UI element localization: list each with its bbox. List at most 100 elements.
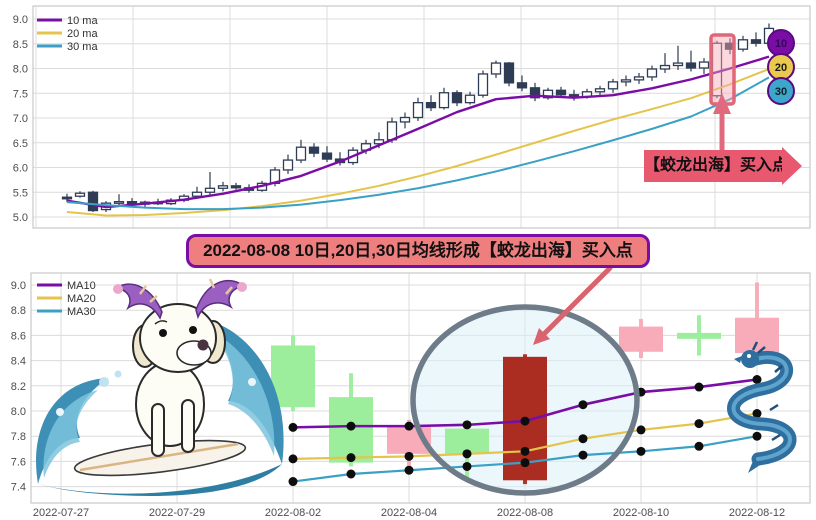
- ma-marker: [346, 453, 356, 463]
- x-axis-tick: 2022-08-02: [265, 507, 321, 519]
- legend-label: MA10: [67, 280, 96, 292]
- ma-badge-30: [767, 77, 795, 105]
- x-axis-tick: 2022-07-27: [33, 507, 89, 519]
- ma-line-10ma: [66, 55, 770, 209]
- candlestick: [373, 139, 385, 145]
- dragon-illustration: [727, 341, 797, 473]
- x-axis-tick: 2022-08-08: [497, 507, 553, 519]
- dragon-horns-icon: [113, 278, 247, 320]
- ma-marker: [404, 465, 414, 475]
- candlestick: [61, 196, 73, 200]
- ma-marker: [520, 416, 530, 426]
- surfing-dog-illustration: [36, 278, 284, 496]
- y-axis-tick: 8.6: [11, 330, 26, 342]
- banner-arrow-head-icon: [533, 328, 550, 345]
- y-axis-tick: 7.0: [13, 113, 28, 125]
- candlestick: [217, 185, 229, 189]
- legend-label: MA20: [67, 293, 96, 305]
- ma-marker: [752, 431, 762, 441]
- annotation-overlay: [410, 265, 640, 496]
- candlestick: [464, 94, 476, 104]
- y-axis-tick: 7.8: [11, 431, 26, 443]
- legend-label: 20 ma: [67, 28, 98, 40]
- callout-arrow-head-icon: [782, 147, 802, 185]
- candlestick: [620, 79, 632, 83]
- candlestick: [490, 62, 502, 75]
- candlestick: [386, 121, 398, 141]
- candlestick: [677, 332, 721, 339]
- ma-marker: [462, 420, 472, 430]
- dragon-kline-chart: 9.0 8.8 8.6 8.4 8.2 8.0 7.8 7.6 7.4 2022-07-27 202…: [11, 265, 811, 519]
- candlestick: [425, 102, 437, 109]
- x-axis-tick: 2022-07-29: [149, 507, 205, 519]
- candlestick: [295, 146, 307, 161]
- y-axis-tick: 9.0: [13, 14, 28, 26]
- candlestick: [542, 89, 554, 99]
- ma-marker: [346, 469, 356, 479]
- candlestick: [685, 62, 697, 69]
- candlestick: [735, 317, 779, 354]
- buy-point-callout: 【蛟龙出海】买入点: [644, 147, 802, 185]
- candlestick: [672, 62, 684, 67]
- highlight-rect: [709, 33, 736, 106]
- y-axis-tick: 6.0: [13, 163, 28, 175]
- ma-marker: [578, 434, 588, 444]
- y-axis-tick: 5.5: [13, 187, 28, 199]
- y-axis-tick: 7.5: [13, 88, 28, 100]
- candlestick: [594, 88, 606, 93]
- buy-point-arrow-icon: [713, 93, 731, 114]
- ma-marker: [578, 450, 588, 460]
- candlestick: [87, 191, 99, 212]
- candlestick: [477, 73, 489, 96]
- ma-marker: [404, 421, 414, 431]
- y-axis-tick: 5.0: [13, 212, 28, 224]
- ma-marker: [752, 375, 762, 384]
- ma-line-20ma: [66, 68, 770, 217]
- y-axis-tick: 7.6: [11, 456, 26, 468]
- candlestick: [619, 326, 663, 352]
- y-axis-tick: 8.0: [11, 406, 26, 418]
- ma-marker: [694, 419, 704, 429]
- ma-marker: [636, 446, 646, 456]
- y-axis-tick: 7.4: [11, 482, 26, 494]
- buy-signal-banner: 2022-08-08 10日,20日,30日均线形成【蛟龙出海】买入点: [186, 234, 650, 268]
- y-axis-tick: 8.5: [13, 39, 28, 51]
- ma-marker: [694, 382, 704, 392]
- buy-point-arrow-stem: [719, 112, 725, 150]
- ma-marker: [346, 421, 356, 431]
- ma-marker: [288, 477, 298, 487]
- ma-marker: [694, 441, 704, 451]
- x-axis-tick: 2022-08-04: [381, 507, 437, 519]
- candlestick: [308, 146, 320, 154]
- ma-marker: [578, 400, 588, 410]
- candlestick: [659, 64, 671, 70]
- y-axis-tick: 8.2: [11, 381, 26, 393]
- ma-marker: [752, 409, 762, 419]
- ma-marker: [520, 446, 530, 456]
- ma-badge-label: 10: [775, 38, 787, 50]
- candlestick: [737, 39, 749, 50]
- dog-icon: [113, 278, 247, 457]
- ma-marker: [288, 454, 298, 464]
- ma-badge-label: 20: [775, 62, 787, 74]
- buy-point-callout-text: 【蛟龙出海】买入点: [644, 157, 789, 174]
- candlestick: [698, 61, 710, 69]
- candlestick: [750, 39, 762, 44]
- candlestick: [555, 89, 567, 96]
- candlestick: [529, 87, 541, 99]
- candlestick: [230, 185, 242, 189]
- candlestick: [74, 192, 86, 197]
- candlestick: [191, 191, 203, 197]
- highlight-ellipse: [410, 304, 640, 496]
- candlestick: [399, 116, 411, 123]
- candlestick: [607, 81, 619, 90]
- y-axis-tick: 8.4: [11, 356, 26, 368]
- candlestick: [646, 68, 658, 78]
- plot-border: [30, 272, 811, 504]
- ma-marker: [462, 449, 472, 459]
- candlestick: [271, 345, 315, 408]
- y-axis-tick: 6.5: [13, 138, 28, 150]
